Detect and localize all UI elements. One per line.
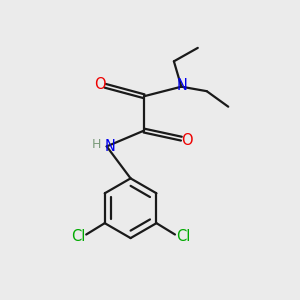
Text: O: O (181, 133, 193, 148)
Text: N: N (104, 139, 115, 154)
Text: Cl: Cl (71, 230, 85, 244)
Text: O: O (94, 77, 106, 92)
Text: Cl: Cl (176, 230, 190, 244)
Text: H: H (92, 138, 101, 151)
Text: N: N (177, 78, 188, 93)
